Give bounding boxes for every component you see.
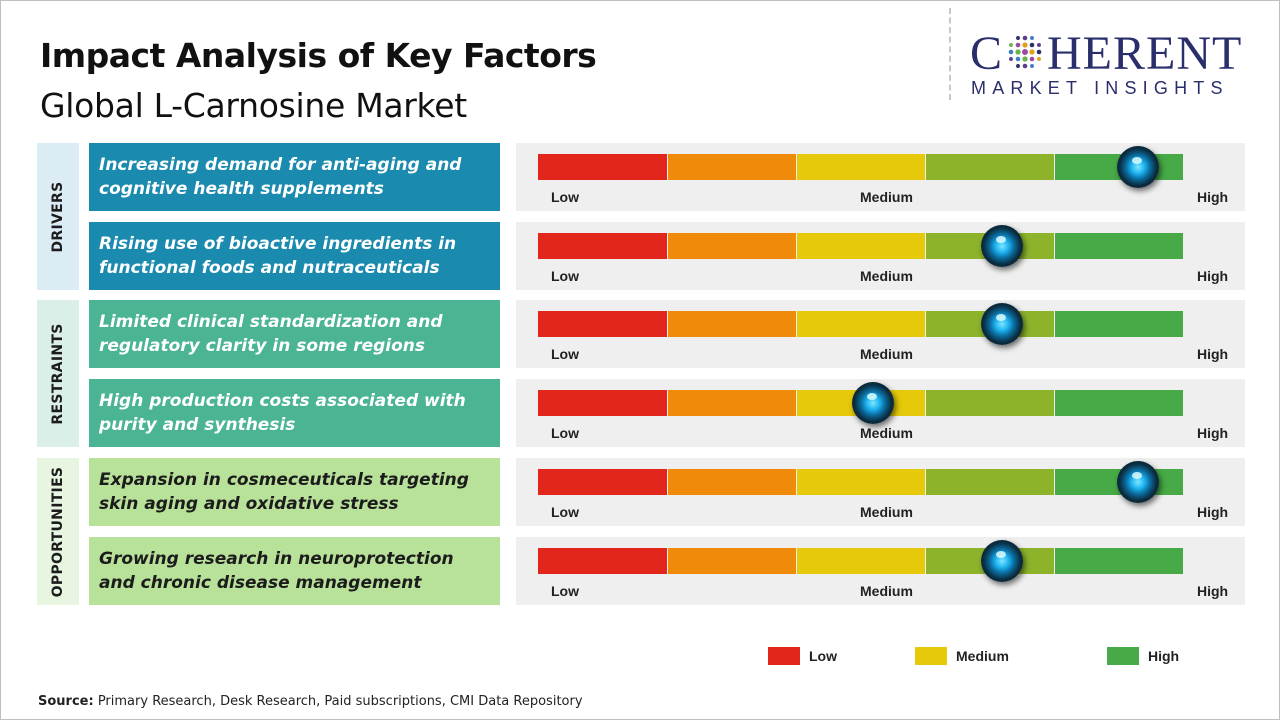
gauge-segment [668,469,796,495]
gauge-segment [1055,548,1183,574]
brand-logo: C HERENT [970,28,1242,80]
factor-card: High production costs associated with pu… [89,379,500,447]
gauge-segment [538,469,667,495]
gauge-segment [926,390,1054,416]
gauge-label-low: Low [551,504,579,520]
gauge-label-high: High [1197,583,1229,599]
logo-word-rest: HERENT [1047,27,1243,80]
gauge-label-medium: Medium [860,425,913,441]
factor-text: Expansion in cosmeceuticals targeting sk… [99,470,469,514]
gauge-label-low: Low [551,583,579,599]
factor-card: Expansion in cosmeceuticals targeting sk… [89,458,500,526]
gauge-label-high: High [1197,189,1229,205]
gauge-segment [797,233,925,259]
logo-tagline: MARKET INSIGHTS [971,78,1229,98]
category-label: DRIVERS [50,181,66,252]
gauge-label-low: Low [551,346,579,362]
impact-meter: Low Medium High [516,143,1245,211]
gauge-segment [668,154,796,180]
gauge-segment [797,311,925,337]
legend-label-high: High [1148,648,1180,664]
legend-label-medium: Medium [956,648,1009,664]
gauge-segment [797,154,925,180]
legend-label-low: Low [809,648,837,664]
gauge-label-low: Low [551,268,579,284]
category-restraints: RESTRAINTS [37,300,79,447]
factor-card: Rising use of bioactive ingredients in f… [89,222,500,290]
factor-card: Growing research in neuroprotection and … [89,537,500,605]
gauge-label-medium: Medium [860,189,913,205]
factor-card: Increasing demand for anti-aging and cog… [89,143,500,211]
globe-dots-icon [1008,35,1042,69]
category-label: OPPORTUNITIES [50,466,66,597]
source-label: Source: [38,694,94,709]
gauge-label-high: High [1197,504,1229,520]
impact-indicator [981,225,1024,267]
category-label: RESTRAINTS [50,322,66,425]
gauge-segment [926,154,1054,180]
impact-indicator [981,303,1024,345]
factor-text: Increasing demand for anti-aging and cog… [99,155,462,199]
logo-divider [949,8,951,100]
page-subtitle: Global L-Carnosine Market [40,86,467,125]
legend-swatch-high [1107,647,1139,665]
gauge-segment [668,548,796,574]
gauge-segment [668,390,796,416]
gauge-label-low: Low [551,189,579,205]
factor-text: Limited clinical standardization and reg… [99,312,443,356]
impact-meter: Low Medium High [516,379,1245,447]
impact-indicator [1116,461,1159,503]
impact-indicator [1116,146,1159,188]
gauge-segment [1055,311,1183,337]
gauge-segment [797,548,925,574]
gauge-segment [538,154,667,180]
gauge-segment [1055,233,1183,259]
gauge-label-medium: Medium [860,346,913,362]
gauge-label-low: Low [551,425,579,441]
category-drivers: DRIVERS [37,143,79,290]
legend-swatch-low [768,647,800,665]
gauge-segment [538,233,667,259]
source-note: Source: Primary Research, Desk Research,… [38,694,583,709]
page-title: Impact Analysis of Key Factors [40,36,597,75]
gauge-segment [1055,390,1183,416]
gauge-label-high: High [1197,268,1229,284]
legend-swatch-medium [915,647,947,665]
gauge-segment [926,469,1054,495]
logo-letter-c: C [970,27,1004,80]
gauge-segment [538,548,667,574]
impact-meter: Low Medium High [516,222,1245,290]
gauge-segment [797,469,925,495]
source-text: Primary Research, Desk Research, Paid su… [93,694,583,709]
gauge-label-high: High [1197,346,1229,362]
factor-card: Limited clinical standardization and reg… [89,300,500,368]
factor-text: Rising use of bioactive ingredients in f… [99,234,457,278]
impact-indicator [981,540,1024,582]
gauge-label-medium: Medium [860,583,913,599]
gauge-segment [668,311,796,337]
impact-meter: Low Medium High [516,458,1245,526]
factor-text: Growing research in neuroprotection and … [99,549,454,593]
gauge-label-high: High [1197,425,1229,441]
gauge-segment [538,390,667,416]
gauge-label-medium: Medium [860,268,913,284]
impact-indicator [852,382,895,424]
gauge-segment [668,233,796,259]
impact-meter: Low Medium High [516,300,1245,368]
category-opportunities: OPPORTUNITIES [37,458,79,605]
factor-text: High production costs associated with pu… [99,391,466,435]
gauge-segment [538,311,667,337]
impact-meter: Low Medium High [516,537,1245,605]
gauge-label-medium: Medium [860,504,913,520]
